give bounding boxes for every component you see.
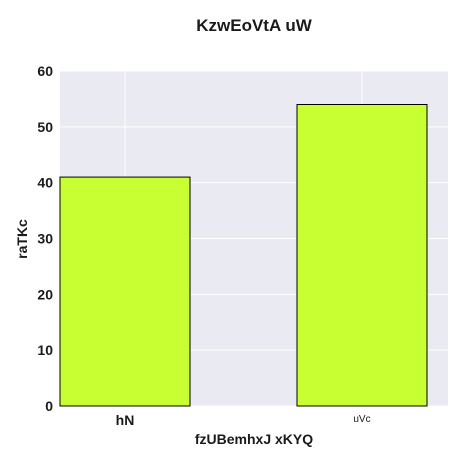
y-tick-label: 40 [37, 175, 53, 191]
y-tick-label: 50 [37, 119, 53, 135]
y-tick-labels: 0 10 20 30 40 50 60 [37, 63, 53, 414]
chart-title: KzwEoVtA uW [196, 16, 312, 35]
y-axis-label: raTKc [14, 219, 30, 259]
bars [59, 104, 428, 407]
x-tick-label: hN [116, 412, 135, 428]
y-tick-label: 30 [37, 231, 53, 247]
y-tick-label: 60 [37, 63, 53, 79]
bar-uVc [296, 104, 428, 407]
y-tick-label: 0 [45, 398, 53, 414]
y-tick-label: 20 [37, 286, 53, 302]
y-tick-label: 10 [37, 342, 53, 358]
x-tick-labels: hN uVc [116, 412, 371, 428]
x-axis-label: fzUBemhxJ xKYQ [195, 431, 313, 447]
x-tick-label: uVc [353, 414, 370, 425]
bar-hN [59, 176, 191, 407]
